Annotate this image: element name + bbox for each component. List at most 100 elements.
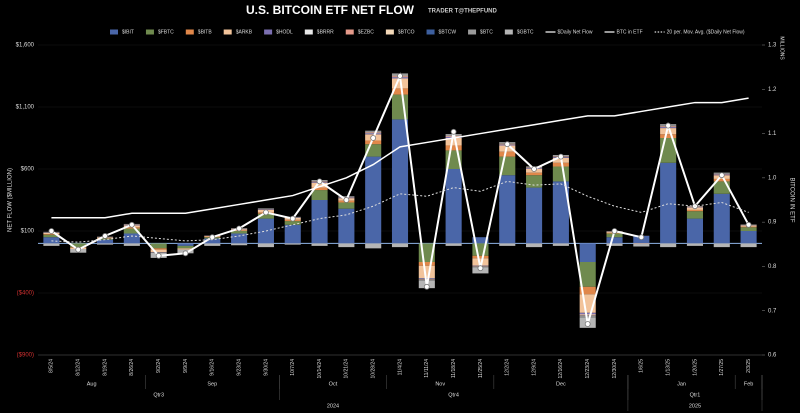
quarter-label: Qtr1 (690, 392, 701, 398)
x-tick-label: 8/12/24 (76, 359, 82, 376)
bar (740, 227, 757, 231)
month-label: Nov (435, 381, 445, 387)
x-tick-label: 1/13/25 (665, 359, 671, 376)
line-marker (316, 178, 323, 185)
bar (257, 243, 274, 248)
legend-swatch (304, 29, 313, 35)
bar (499, 243, 516, 246)
y-tick-label: $100 (21, 229, 35, 235)
bar (445, 169, 462, 244)
y2-tick-label: 1.3 (768, 43, 777, 49)
legend-item: $EZBC (345, 29, 375, 35)
bar (365, 140, 382, 145)
bar (445, 145, 462, 151)
bar (552, 166, 569, 182)
bar (338, 202, 355, 209)
y2-tick-label: 1.0 (768, 175, 777, 181)
line-marker (102, 233, 108, 239)
x-tick-label: 1/20/25 (692, 359, 698, 376)
month-label: Dec (556, 381, 566, 387)
legend-label: $EZBC (358, 29, 375, 35)
legend-item: $ARKB (223, 29, 253, 35)
x-tick-label: 11/11/24 (424, 359, 430, 378)
line-marker (128, 221, 135, 228)
legend-label: $BITB (198, 29, 213, 35)
legend-item: 20 per. Mov. Avg. ($Daily Net Flow) (654, 29, 745, 35)
bar (284, 221, 301, 225)
y-tick-label: $1,600 (16, 43, 35, 49)
bar (365, 130, 382, 132)
bar (231, 233, 248, 244)
bar (338, 243, 355, 248)
bar (204, 238, 221, 244)
bar (365, 133, 382, 135)
legend-label: $FBTC (158, 29, 174, 35)
bar (177, 245, 194, 249)
bar (311, 187, 328, 191)
x-tick-label: 12/30/24 (612, 359, 618, 379)
line-marker (343, 197, 350, 203)
bar (579, 262, 596, 287)
y2-unit: MILLIONS (779, 36, 785, 60)
bar (123, 228, 140, 234)
bar (552, 181, 569, 244)
x-tick-label: 1/6/25 (639, 359, 645, 373)
legend-label: $BTCW (439, 29, 457, 35)
bar (445, 243, 462, 246)
bar (311, 243, 328, 246)
x-tick-label: 9/23/24 (236, 359, 242, 376)
bar (123, 233, 140, 244)
bar (257, 208, 274, 209)
line-marker (718, 172, 725, 179)
bar (231, 231, 248, 234)
legend-item: $BRRR (304, 29, 334, 35)
bar (338, 196, 355, 197)
bar (150, 243, 167, 249)
line-marker (584, 321, 591, 327)
x-tick-label: 9/2/24 (156, 359, 162, 373)
bar (713, 193, 730, 244)
x-tick-label: 12/2/24 (505, 359, 511, 376)
legend-label: BTC in ETF (617, 29, 643, 35)
line (51, 180, 749, 243)
bar (70, 243, 87, 248)
bar (660, 162, 677, 244)
bar (606, 233, 623, 238)
bar (472, 237, 489, 244)
x-tick-label: 8/5/24 (49, 359, 55, 373)
line-marker (209, 234, 216, 241)
legend-label: $BTC (480, 29, 493, 35)
bar (686, 218, 704, 244)
legend-label: $IBIT (122, 29, 134, 35)
legend-swatch (145, 29, 154, 35)
bar (552, 243, 569, 246)
bar (96, 239, 114, 244)
x-tick-label: 2/3/25 (746, 359, 752, 373)
bar (499, 175, 516, 244)
x-tick-label: 10/21/24 (344, 359, 350, 379)
bar (740, 231, 757, 244)
bar (43, 237, 60, 244)
line-marker (745, 221, 752, 228)
bar (472, 255, 489, 259)
bar (499, 151, 516, 157)
chart-subtitle: TRADER T@THEPFUND (428, 9, 498, 15)
legend-label: $BRRR (317, 29, 334, 35)
legend-swatch (110, 29, 118, 35)
month-label: Oct (329, 381, 338, 387)
quarter-label: Qtr3 (153, 392, 164, 398)
x-tick-label: 9/9/24 (183, 359, 189, 373)
bar (391, 88, 409, 95)
bar (526, 243, 543, 248)
line-marker (450, 128, 457, 135)
bar (740, 243, 757, 248)
bar (284, 224, 301, 244)
y2-tick-label: 0.6 (768, 353, 777, 359)
bar (526, 175, 543, 188)
legend-label: $ARKB (236, 29, 253, 35)
x-tick-label: 10/7/24 (290, 359, 296, 376)
bar (311, 200, 328, 244)
bar (660, 128, 677, 135)
bar (257, 213, 274, 219)
bar (365, 243, 382, 249)
